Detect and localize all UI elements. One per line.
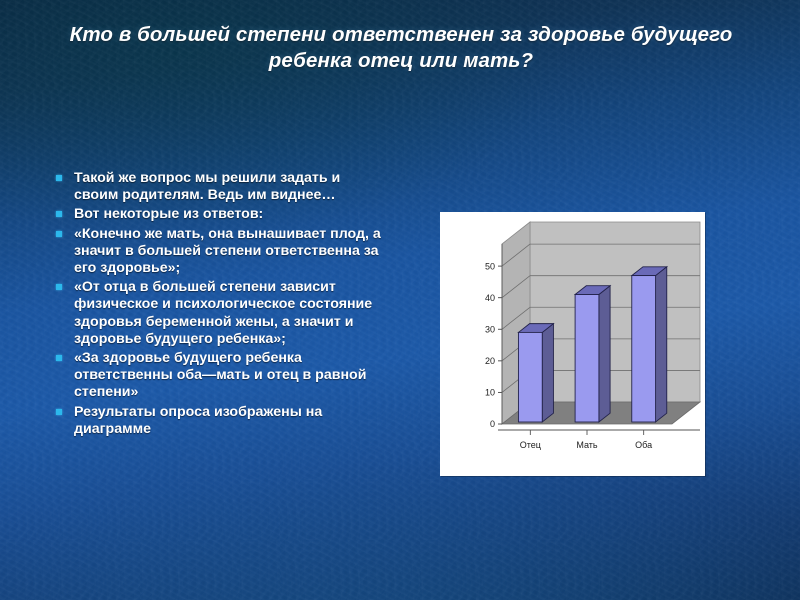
bullet-square-icon xyxy=(56,230,62,237)
x-axis-category-label: Мать xyxy=(576,440,598,450)
list-item: Результаты опроса изображены на диаграмм… xyxy=(52,404,382,438)
chart-gridline-side xyxy=(501,243,531,267)
y-axis-tick-label: 20 xyxy=(485,356,495,366)
chart-container: 0 10 20 30 40 50 Отец Мать Оба xyxy=(440,212,705,476)
bullet-square-icon xyxy=(56,211,62,218)
bullet-square-icon xyxy=(56,355,62,362)
y-axis-tick-label: 50 xyxy=(485,261,495,271)
bullet-text: Вот некоторые из ответов: xyxy=(74,206,264,223)
chart-bar-front xyxy=(574,294,600,423)
bullet-square-icon xyxy=(56,408,62,415)
page-title: Кто в большей степени ответственен за зд… xyxy=(69,23,733,72)
chart-bar xyxy=(517,322,555,423)
bullet-text: «За здоровье будущего ребенка ответствен… xyxy=(74,350,367,401)
list-item: «Конечно же мать, она вынашивает плод, а… xyxy=(52,226,382,278)
chart-gridline-side xyxy=(501,306,531,330)
chart-bar-side xyxy=(655,265,668,423)
chart-card: 0 10 20 30 40 50 Отец Мать Оба xyxy=(440,212,705,476)
chart-bar-side xyxy=(541,322,554,423)
y-axis-tick-label: 0 xyxy=(490,419,495,429)
y-axis-tick-label: 30 xyxy=(485,324,495,334)
x-axis-category-label: Оба xyxy=(635,440,652,450)
x-axis-category-label: Отец xyxy=(520,440,541,450)
list-item: Вот некоторые из ответов: xyxy=(52,206,382,223)
chart-bar xyxy=(573,284,612,423)
bullet-square-icon xyxy=(56,175,62,181)
list-item: Такой же вопрос мы решили задать и своим… xyxy=(52,170,382,204)
bullet-text: «От отца в большей степени зависит физич… xyxy=(74,279,373,347)
y-axis-tick-label: 10 xyxy=(485,388,495,398)
bullet-list: Такой же вопрос мы решили задать и своим… xyxy=(52,170,382,440)
list-item: «От отца в большей степени зависит физич… xyxy=(52,279,382,348)
list-item: «За здоровье будущего ребенка ответствен… xyxy=(52,350,382,402)
chart-back-wall xyxy=(529,221,701,403)
bullet-square-icon xyxy=(56,284,62,291)
y-axis-tick-label: 40 xyxy=(485,293,495,303)
chart-bar xyxy=(630,265,669,423)
bullet-text: Такой же вопрос мы решили задать и своим… xyxy=(74,170,341,204)
chart-gridline-side xyxy=(501,275,531,298)
chart-bar-front xyxy=(631,275,657,423)
chart-bar-front xyxy=(517,331,543,423)
bullet-text: «Конечно же мать, она вынашивает плод, а… xyxy=(74,225,381,277)
bullet-text: Результаты опроса изображены на диаграмм… xyxy=(74,403,323,437)
chart-bar-side xyxy=(598,284,611,423)
bar-chart-3d: 0 10 20 30 40 50 Отец Мать Оба xyxy=(485,221,702,450)
